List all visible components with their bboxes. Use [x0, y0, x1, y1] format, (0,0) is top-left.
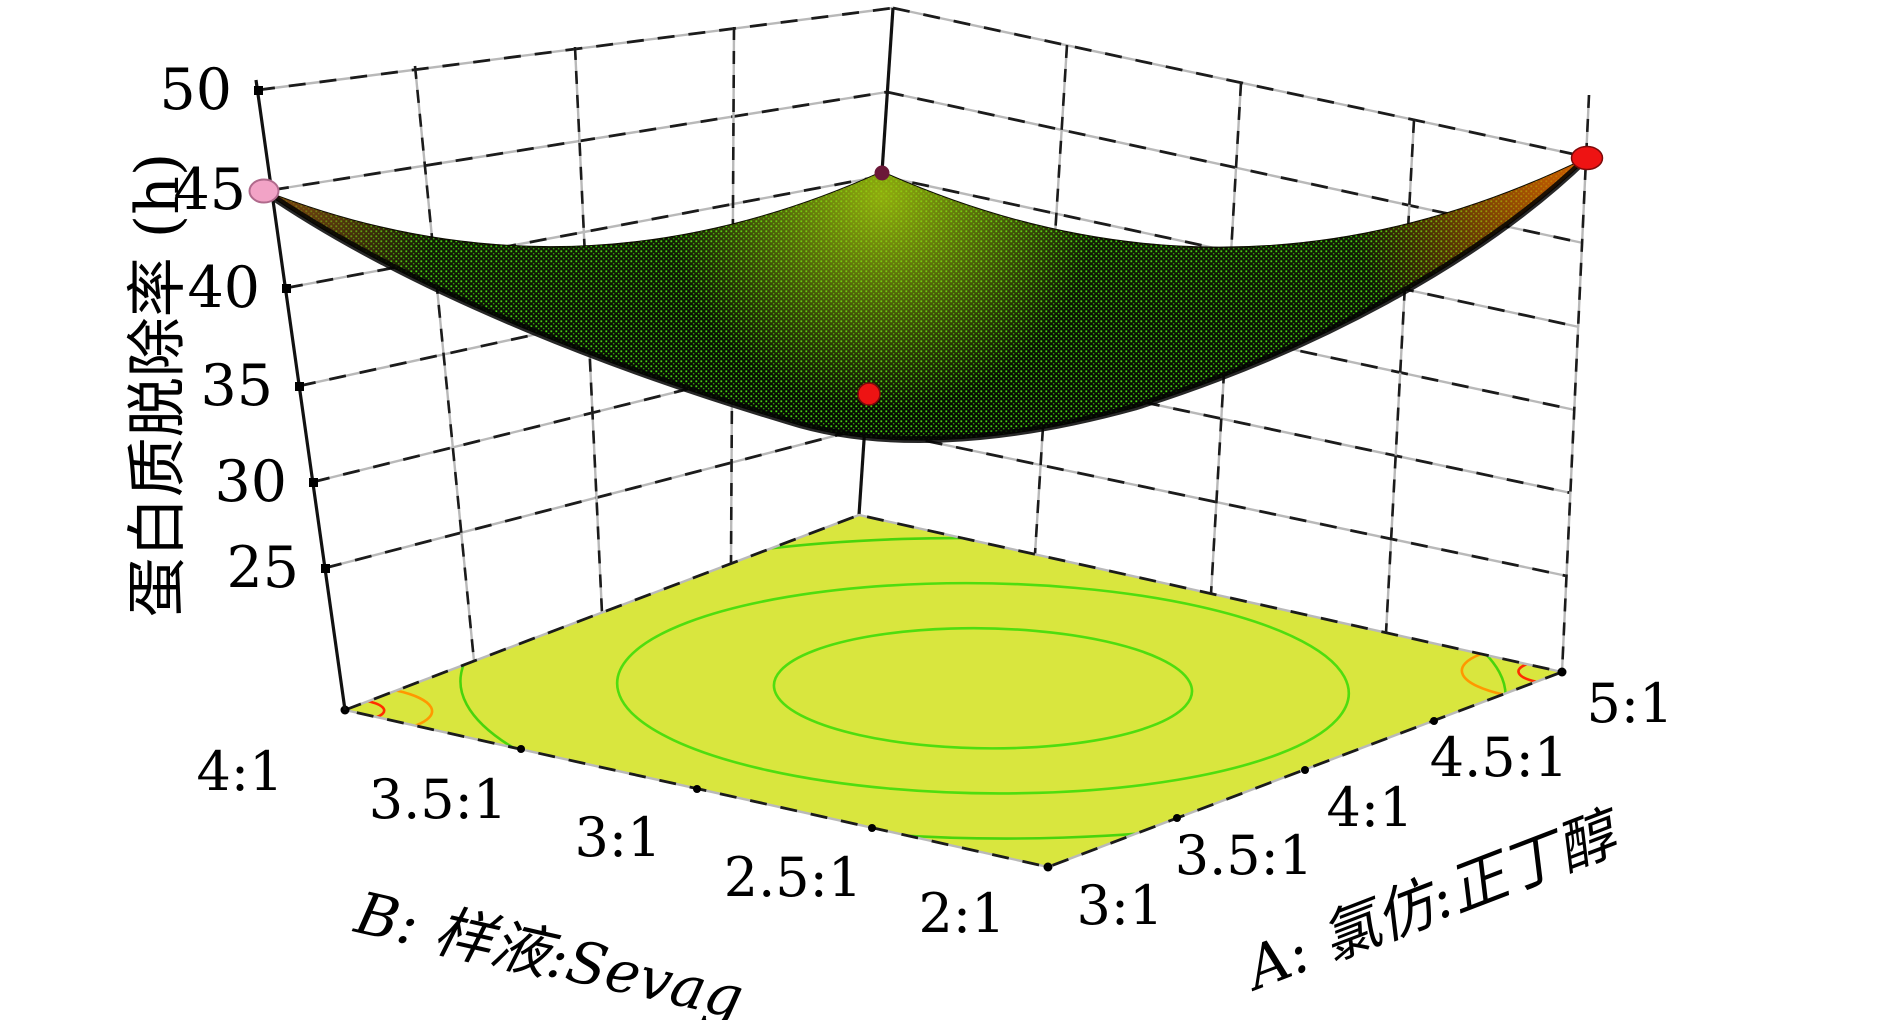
b-axis-title: B: 样液:Sevag — [348, 878, 749, 1020]
z-tick-40: 40 — [187, 255, 260, 321]
z-tick-labels: 50 45 40 35 30 25 — [159, 57, 299, 601]
floor-edge-tick-dots — [340, 667, 1567, 872]
a-tick-4p5-1: 4.5:1 — [1430, 726, 1568, 789]
a-tick-3-1: 3:1 — [1077, 874, 1164, 937]
response-surface — [262, 155, 1590, 444]
design-point-pink — [248, 178, 280, 204]
b-axis-tick-labels: 4:1 3.5:1 3:1 2.5:1 2:1 — [197, 740, 1006, 945]
a-axis-tick-labels: 3:1 3.5:1 4:1 4.5:1 5:1 — [1077, 672, 1674, 937]
b-tick-2-1: 2:1 — [919, 882, 1006, 945]
b-tick-3-1: 3:1 — [575, 806, 662, 869]
a-tick-5-1: 5:1 — [1587, 672, 1674, 735]
z-tick-50: 50 — [159, 57, 232, 123]
z-tick-30: 30 — [214, 449, 287, 515]
b-tick-2p5-1: 2.5:1 — [724, 846, 862, 909]
design-points — [248, 145, 1604, 406]
z-axis-title: 蛋白质脱除率 (h) — [123, 153, 193, 618]
z-tick-45: 45 — [173, 157, 246, 223]
a-tick-4-1: 4:1 — [1327, 776, 1414, 839]
z-tick-35: 35 — [200, 353, 273, 419]
b-tick-4-1: 4:1 — [197, 740, 284, 803]
surface-lower-rim — [262, 155, 1590, 444]
design-point-back-corner — [874, 165, 890, 181]
design-point-center-red — [857, 382, 881, 406]
right-corner-edge — [1560, 94, 1591, 673]
b-tick-3p5-1: 3.5:1 — [369, 768, 507, 831]
surface-tints — [264, 158, 1587, 440]
a-tick-3p5-1: 3.5:1 — [1175, 824, 1313, 887]
z-tick-25: 25 — [226, 535, 299, 601]
design-point-right-red — [1570, 145, 1604, 171]
floor-fill — [345, 515, 1562, 867]
